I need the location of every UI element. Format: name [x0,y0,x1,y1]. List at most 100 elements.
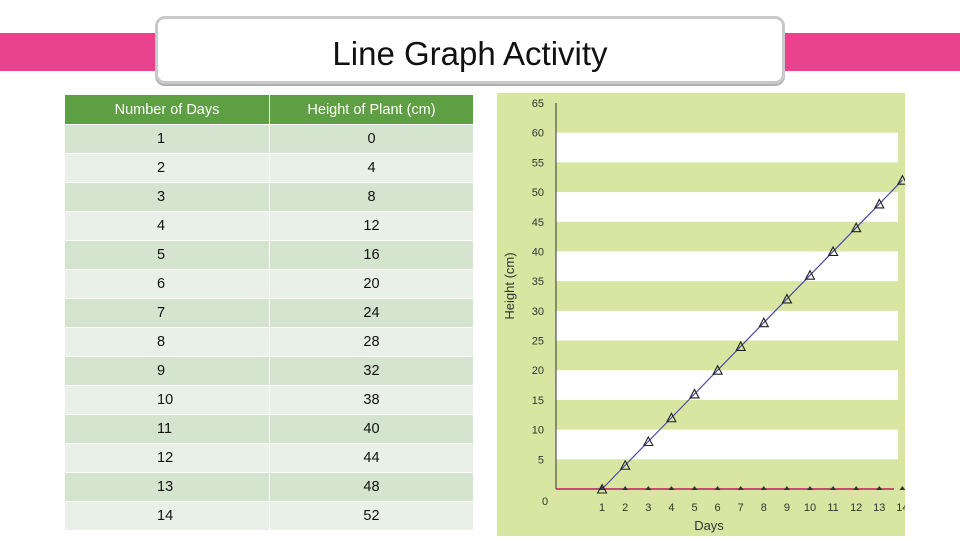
cell-height: 32 [269,356,474,386]
column-header-height: Height of Plant (cm) [269,94,474,125]
cell-days: 7 [64,298,270,328]
cell-height: 0 [269,124,474,154]
baseline-marker [783,486,790,490]
cell-height: 16 [269,240,474,270]
y-tick-label: 35 [532,276,544,288]
baseline-marker [668,486,675,490]
x-tick-label: 7 [738,502,744,514]
x-tick-label: 11 [827,502,838,514]
data-point [735,340,747,352]
x-tick-label: 14 [896,502,905,514]
y-tick-label: 25 [532,336,544,348]
data-point [758,317,770,328]
column-header-days: Number of Days [64,94,270,125]
grid-band [556,192,898,222]
y-tick-label: 20 [532,365,544,377]
baseline-marker [691,486,698,490]
cell-height: 8 [269,182,474,212]
data-point [850,222,862,233]
baseline-marker [899,486,906,490]
grid-band [556,370,898,400]
table-row: 10 38 [64,385,474,415]
title-box: Line Graph Activity [155,16,785,84]
baseline-marker [876,486,883,490]
right-header-band [782,33,960,71]
baseline-marker [807,486,813,490]
x-tick-label: 3 [645,502,651,514]
table-row: 11 40 [64,414,474,444]
data-point [873,198,885,209]
table-row: 8 28 [64,327,474,357]
x-tick-label: 5 [691,502,697,514]
cell-days: 5 [64,240,270,270]
grid-band [556,251,898,282]
cell-height: 48 [269,472,474,502]
y-tick-label: 5 [538,454,544,466]
data-point [619,459,631,470]
grid-band [556,310,898,341]
table-row: 7 24 [64,298,474,328]
cell-days: 4 [64,211,270,241]
grid-band [556,429,898,460]
table-row: 9 32 [64,356,474,386]
x-tick-label: 6 [715,502,721,514]
baseline-marker [760,486,767,490]
x-tick-label: 2 [622,502,628,514]
table-row: 13 48 [64,472,474,502]
cell-height: 44 [269,443,474,473]
y-tick-label: 45 [532,217,544,229]
x-axis-label: Days [694,518,724,533]
x-tick-label: 12 [850,502,862,514]
baseline-marker [830,486,837,490]
data-point [642,435,654,447]
cell-days: 1 [64,124,270,154]
table-row: 14 52 [64,501,474,531]
table-row: 12 44 [64,443,474,473]
x-tick-label: 4 [668,502,674,514]
data-point [827,245,839,257]
cell-days: 2 [64,153,270,183]
cell-height: 28 [269,327,474,357]
baseline-marker [714,486,721,490]
cell-height: 20 [269,269,474,299]
x-tick-label: 0 [542,496,548,508]
x-tick-label: 8 [761,502,767,514]
y-tick-label: 50 [532,187,544,199]
x-tick-label: 9 [784,502,790,514]
y-tick-label: 15 [532,395,544,407]
x-tick-label: 13 [873,502,885,514]
table-header-row: Number of Days Height of Plant (cm) [64,94,474,125]
baseline-marker [599,486,606,490]
x-tick-label: 10 [804,502,816,514]
cell-height: 12 [269,211,474,241]
data-point [689,388,700,399]
cell-days: 3 [64,182,270,212]
y-tick-label: 60 [532,128,544,140]
cell-height: 38 [269,385,474,415]
baseline-marker [645,486,652,490]
cell-height: 52 [269,501,474,531]
left-header-band [0,33,158,71]
y-tick-label: 40 [532,246,544,258]
baseline-marker [737,486,744,490]
cell-days: 13 [64,472,270,502]
y-axis-label: Height (cm) [502,252,517,319]
data-point [896,174,908,185]
y-tick-label: 30 [532,306,544,318]
y-tick-label: 10 [532,425,544,437]
data-point [712,364,724,375]
data-point [596,483,608,494]
cell-height: 4 [269,153,474,183]
cell-days: 14 [64,501,270,531]
cell-height: 40 [269,414,474,444]
y-tick-label: 65 [532,98,544,110]
cell-days: 8 [64,327,270,357]
data-point [665,412,677,423]
cell-days: 9 [64,356,270,386]
chart-panel: 5 10 15 20 25 30 35 40 45 50 55 60 65 0 1 2 3 4 5 6 7 8 9 10 11 1… [497,93,909,536]
